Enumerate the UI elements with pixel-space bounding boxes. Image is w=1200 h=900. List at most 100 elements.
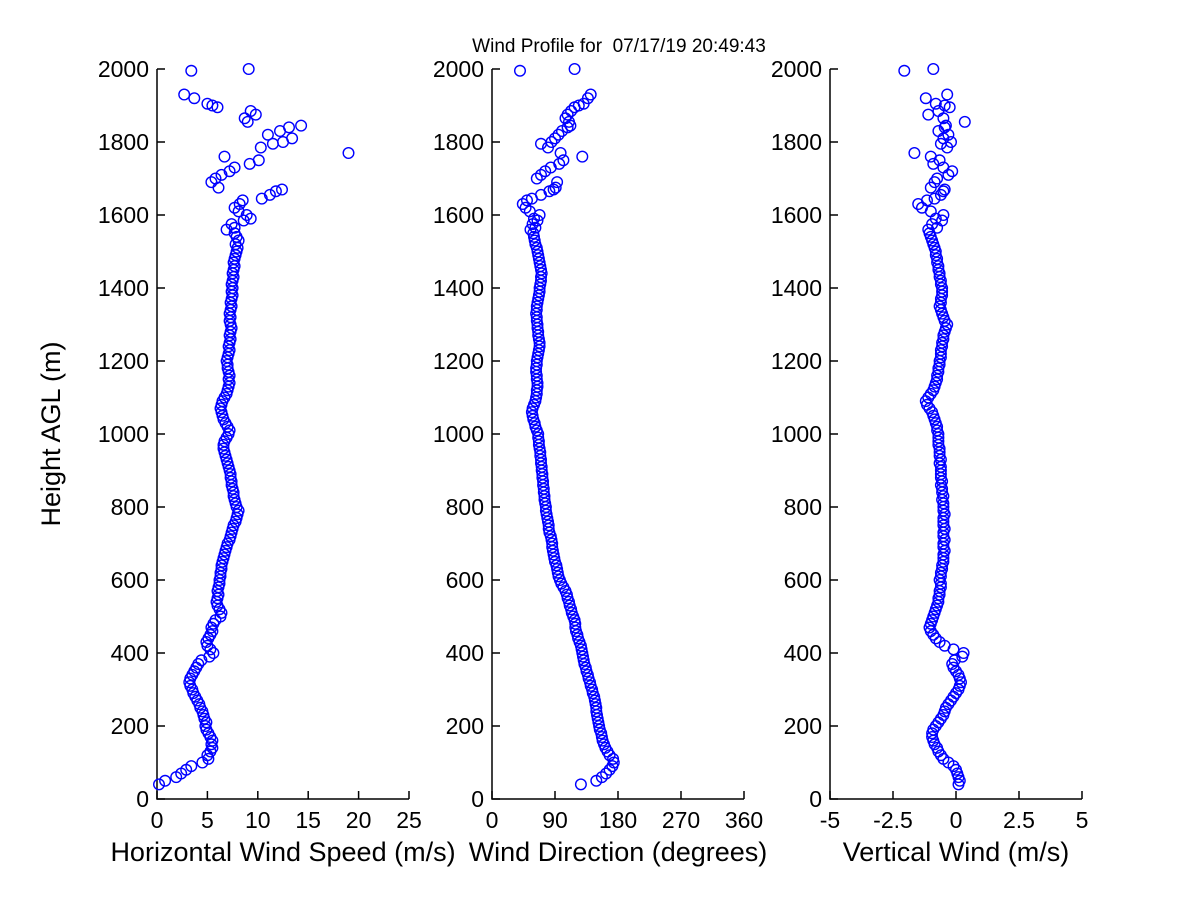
x-tick-label: 20 (346, 807, 372, 833)
y-tick-label: 200 (111, 713, 149, 739)
data-point (196, 756, 209, 769)
data-point (529, 221, 542, 234)
y-tick-label: 1600 (771, 202, 822, 228)
y-axis-label: Height AGL (m) (36, 341, 66, 526)
x-tick-label: 5 (1076, 807, 1089, 833)
data-point (898, 64, 911, 77)
y-tick-label: 1400 (433, 275, 484, 301)
data-point (931, 741, 944, 754)
x-axis-label-speed: Horizontal Wind Speed (m/s) (110, 837, 455, 867)
data-point (521, 194, 534, 207)
y-tick-label: 400 (111, 640, 149, 666)
data-point (927, 157, 940, 170)
y-tick-label: 400 (784, 640, 822, 666)
data-point (238, 112, 251, 125)
data-point (950, 687, 963, 700)
x-tick-label: 90 (542, 807, 568, 833)
x-tick-label: 5 (201, 807, 214, 833)
data-point (952, 668, 965, 681)
data-point (228, 161, 241, 174)
data-point (514, 64, 527, 77)
y-tick-label: 1600 (433, 202, 484, 228)
panel-wind-direction: 0 200 400 600 800 1000 1200 1400 1600 1800 2000 0 90… (433, 56, 763, 833)
data-point (957, 647, 970, 660)
data-point (561, 108, 574, 121)
x-tick-label: 0 (151, 807, 164, 833)
data-point (211, 101, 224, 114)
data-point (192, 658, 205, 671)
data-point (152, 778, 165, 791)
data-point (519, 201, 532, 214)
data-point (921, 194, 934, 207)
data-point (535, 168, 548, 181)
data-point (939, 119, 952, 132)
y-tick-label: 1200 (433, 348, 484, 374)
data-point (233, 197, 246, 210)
data-point (524, 223, 537, 236)
data-point (919, 92, 932, 105)
data-point (225, 218, 238, 231)
x-tick-label: 2.5 (1003, 807, 1035, 833)
data-point (185, 760, 198, 773)
x-tick-label: 10 (245, 807, 271, 833)
data-point (931, 172, 944, 185)
data-point (205, 176, 218, 189)
y-tick-label: 1800 (771, 129, 822, 155)
data-point (937, 208, 950, 221)
x-tick-label: 270 (662, 807, 700, 833)
data-point (936, 214, 949, 227)
x-tick-label: 15 (295, 807, 321, 833)
data-point (547, 183, 560, 196)
data-point (938, 183, 951, 196)
data-point (581, 92, 594, 105)
y-tick-label: 1600 (98, 202, 149, 228)
x-tick-label: -5 (820, 807, 840, 833)
y-tick-label: 2000 (98, 56, 149, 82)
data-point (943, 101, 956, 114)
data-point (569, 621, 582, 634)
y-tick-label: 1200 (771, 348, 822, 374)
chart-title: Wind Profile for 07/17/19 20:49:43 (472, 36, 766, 57)
data-point (933, 636, 946, 649)
x-axis-label-direction: Wind Direction (degrees) (469, 837, 768, 867)
data-point (929, 97, 942, 110)
x-tick-label: 0 (486, 807, 499, 833)
data-point (263, 188, 276, 201)
data-point (242, 63, 255, 76)
data-point (932, 104, 945, 117)
data-point (941, 88, 954, 101)
data-point (228, 221, 241, 234)
data-point (178, 88, 191, 101)
y-tick-label: 200 (446, 713, 484, 739)
data-point (928, 192, 941, 205)
data-point (922, 108, 935, 121)
data-point (908, 146, 921, 159)
y-tick-label: 400 (446, 640, 484, 666)
data-point (938, 99, 951, 112)
y-tick-label: 0 (471, 786, 484, 812)
axis-lines (491, 69, 744, 800)
data-point (958, 115, 971, 128)
y-tick-label: 600 (111, 567, 149, 593)
data-point (527, 227, 540, 240)
data-point (561, 121, 574, 134)
data-point (232, 205, 245, 218)
data-point (295, 119, 308, 132)
data-point (218, 150, 231, 163)
data-point (937, 333, 950, 346)
y-tick-label: 1800 (433, 129, 484, 155)
data-point (241, 115, 254, 128)
y-tick-label: 200 (784, 713, 822, 739)
data-point (185, 64, 198, 77)
y-tick-label: 2000 (771, 56, 822, 82)
data-point (941, 318, 954, 331)
data-point (530, 172, 543, 185)
data-point (928, 176, 941, 189)
y-tick-label: 1000 (771, 421, 822, 447)
data-point (931, 424, 944, 437)
y-tick-label: 800 (111, 494, 149, 520)
data-point (254, 141, 267, 154)
y-tick-label: 1400 (771, 275, 822, 301)
